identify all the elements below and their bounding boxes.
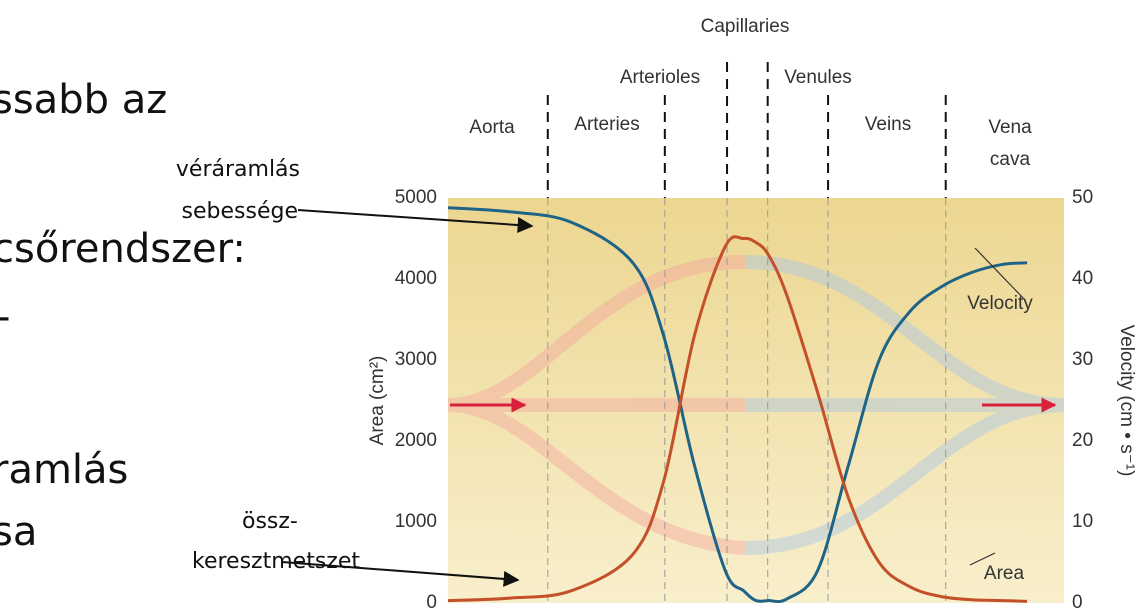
y2-tick-label: 50	[1072, 187, 1093, 208]
slide: ssabb az csőrendszer: - ramlás sa vérára…	[0, 0, 1144, 614]
y-tick-label: 3000	[395, 349, 437, 370]
slide-text: -	[0, 294, 10, 340]
y2-tick-label: 40	[1072, 268, 1093, 289]
slide-text: sa	[0, 509, 37, 555]
slide-text: ramlás	[0, 447, 128, 493]
section-label: Capillaries	[701, 16, 790, 37]
annotation: keresztmetszet	[192, 549, 360, 574]
section-label: Venules	[784, 67, 852, 88]
y-tick-label: 1000	[395, 511, 437, 532]
slide-text: ssabb az	[0, 77, 167, 123]
section-label: Aorta	[469, 117, 515, 138]
y2-tick-label: 0	[1072, 592, 1083, 613]
annotation: sebessége	[182, 199, 298, 224]
y2-tick-label: 10	[1072, 511, 1093, 532]
y-axis-title: Area (cm²)	[367, 356, 388, 446]
annotation: véráramlás	[176, 157, 300, 182]
series-label: Area	[984, 563, 1025, 584]
section-label: Veins	[865, 114, 911, 135]
section-label: Arterioles	[620, 67, 700, 88]
slide-text: csőrendszer:	[0, 226, 246, 272]
y2-axis-title: Velocity (cm • s⁻¹)	[1116, 325, 1137, 477]
section-label: Arteries	[574, 114, 639, 135]
y2-tick-label: 30	[1072, 349, 1093, 370]
y-tick-label: 5000	[395, 187, 437, 208]
series-label: Velocity	[967, 293, 1033, 314]
y-tick-label: 2000	[395, 430, 437, 451]
y2-tick-label: 20	[1072, 430, 1093, 451]
y-tick-label: 0	[426, 592, 437, 613]
annotation: össz-	[242, 509, 298, 534]
y-tick-label: 4000	[395, 268, 437, 289]
